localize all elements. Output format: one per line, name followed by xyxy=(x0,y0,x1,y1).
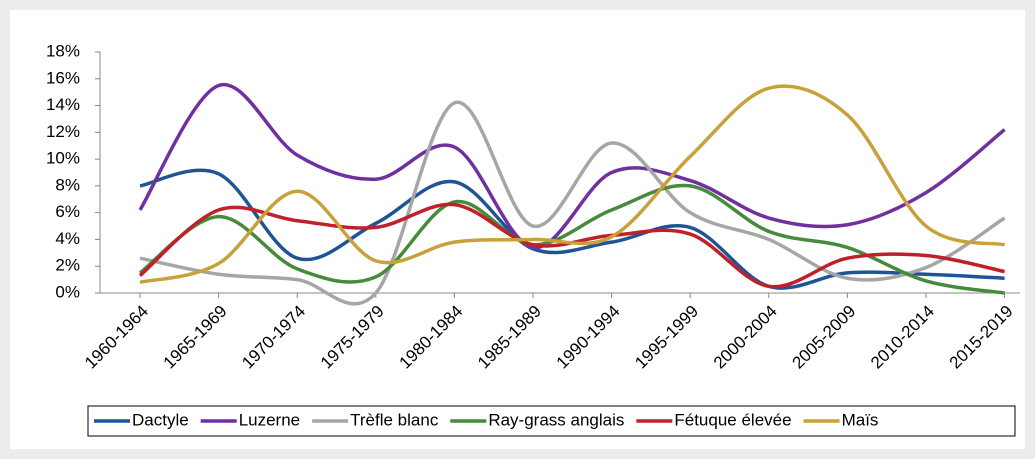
legend-label: Maïs xyxy=(842,410,879,429)
chart-area xyxy=(10,10,1025,449)
y-tick-label: 18% xyxy=(46,41,80,60)
legend-label: Luzerne xyxy=(239,410,300,429)
legend-label: Trèfle blanc xyxy=(350,410,439,429)
y-tick-label: 0% xyxy=(55,282,80,301)
y-tick-label: 12% xyxy=(46,122,80,141)
y-tick-label: 8% xyxy=(55,175,80,194)
y-tick-label: 14% xyxy=(46,95,80,114)
legend-label: Ray-grass anglais xyxy=(488,410,624,429)
y-tick-label: 16% xyxy=(46,68,80,87)
series-line xyxy=(139,84,1006,284)
y-tick-label: 2% xyxy=(55,256,80,275)
series-line xyxy=(139,168,1005,290)
legend-box xyxy=(87,405,1016,437)
y-tick-label: 6% xyxy=(55,202,80,221)
series-line xyxy=(139,100,1006,306)
y-tick-label: 4% xyxy=(55,229,80,248)
legend-label: Fétuque élevée xyxy=(674,410,791,429)
y-tick-label: 10% xyxy=(46,149,80,168)
legend-label: Dactyle xyxy=(132,410,189,429)
